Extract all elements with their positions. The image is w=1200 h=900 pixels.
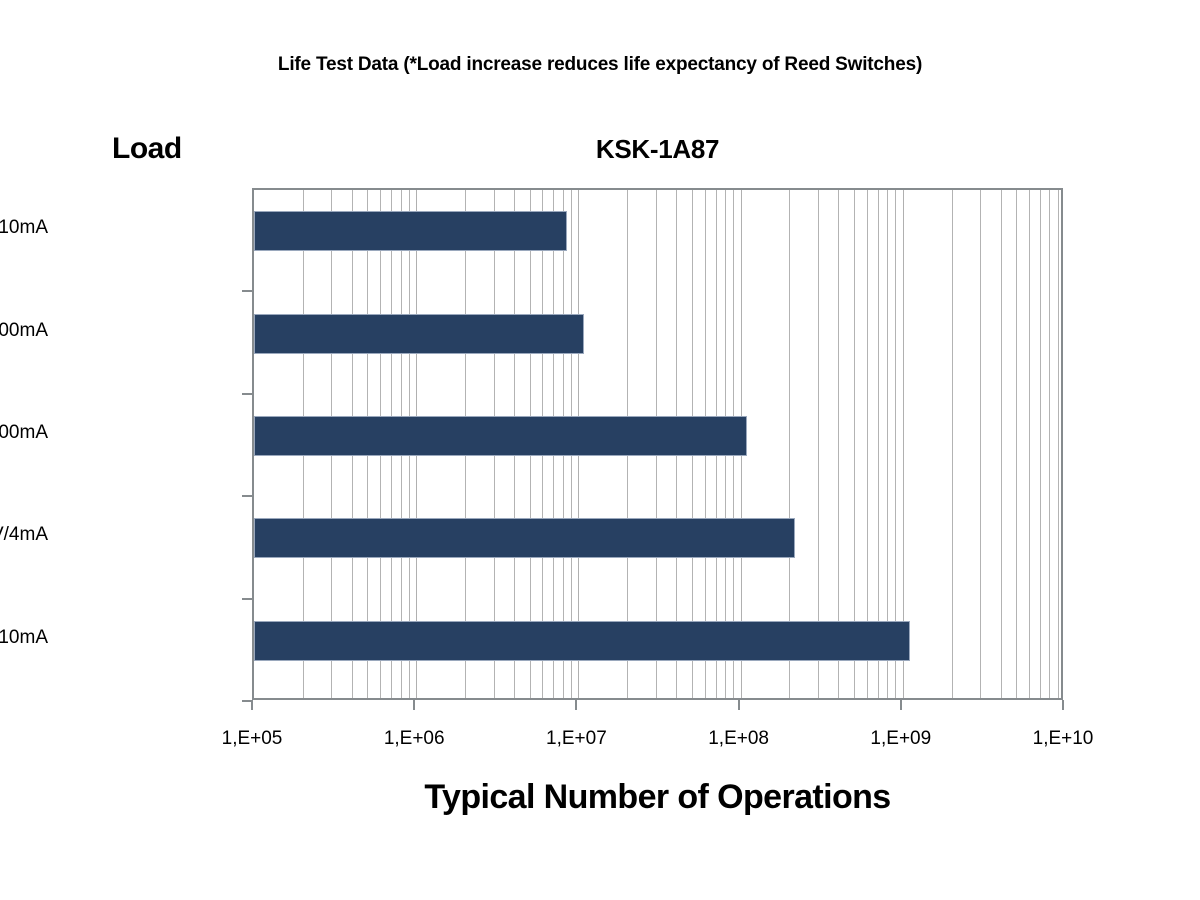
x-axis-tick-0 (251, 700, 253, 710)
bars-layer (254, 190, 1061, 698)
chart-series-title: KSK-1A87 (595, 134, 720, 164)
x-axis-tick-4 (899, 700, 902, 710)
bar-10v-4ma[interactable] (254, 518, 795, 559)
y-axis-label-1: 20V/500mA (0, 319, 48, 341)
y-axis-tick-1 (242, 290, 252, 293)
y-axis-label-3: 10V/4mA (0, 524, 48, 546)
bar-10v-100ma[interactable] (254, 416, 748, 456)
x-axis-tick-1 (413, 700, 416, 710)
x-axis-tick-3 (737, 700, 740, 710)
y-axis-tick-end (242, 700, 252, 702)
x-axis-tick-5 (1062, 700, 1064, 710)
x-axis-label-2: 1,E+07 (546, 728, 607, 749)
bar-20v-500ma[interactable] (254, 313, 584, 354)
plot-area (252, 188, 1063, 700)
chart-main-title: Life Test Data (*Load increase reduces l… (277, 54, 923, 75)
bar-row (254, 620, 1061, 661)
y-axis-label-0: 100V/10mA (0, 217, 48, 239)
bar--5v-10ma[interactable] (254, 620, 910, 661)
bar-row (254, 518, 1061, 559)
x-axis-tick-2 (575, 700, 578, 710)
x-axis-label-4: 1,E+09 (870, 728, 932, 749)
bar-row (254, 416, 1061, 456)
y-axis-title-load: Load (112, 132, 182, 165)
x-axis-title: Typical Number of Operations (424, 778, 891, 816)
x-axis-label-1: 1,E+06 (383, 728, 445, 749)
bar-row (254, 211, 1061, 252)
x-axis-label-0: 1,E+05 (221, 728, 283, 749)
y-axis-tick-4 (242, 597, 252, 600)
bar-row (254, 313, 1061, 354)
x-axis-label-5: 1,E+10 (1032, 728, 1094, 749)
y-axis-label-4: <5V/10mA (0, 626, 48, 648)
y-axis-tick-2 (242, 392, 252, 395)
y-axis-label-2: 10V/100mA (0, 422, 48, 443)
y-axis-tick-3 (242, 495, 252, 498)
bar-100v-10ma[interactable] (254, 211, 567, 252)
x-axis-label-3: 1,E+08 (708, 728, 769, 749)
